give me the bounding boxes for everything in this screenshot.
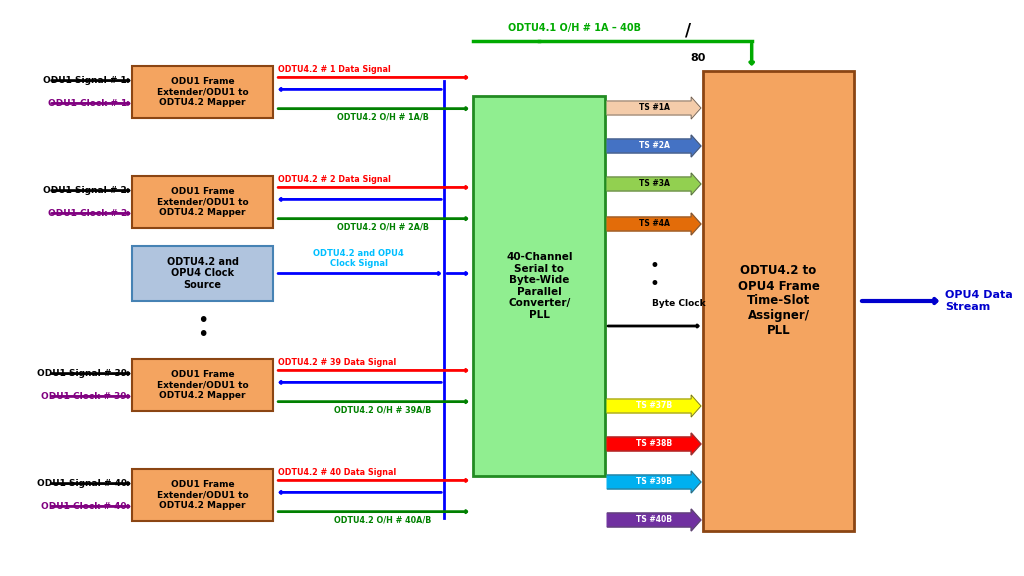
Text: TS #1A: TS #1A — [639, 104, 670, 112]
Text: ODU1 Frame
Extender/ODU1 to
ODTU4.2 Mapper: ODU1 Frame Extender/ODU1 to ODTU4.2 Mapp… — [157, 77, 249, 107]
Text: ODU1 Frame
Extender/ODU1 to
ODTU4.2 Mapper: ODU1 Frame Extender/ODU1 to ODTU4.2 Mapp… — [157, 187, 249, 217]
Text: ODTU4.2 O/H # 2A/B: ODTU4.2 O/H # 2A/B — [337, 223, 429, 232]
Polygon shape — [607, 97, 700, 119]
Text: ODU1 Clock # 40: ODU1 Clock # 40 — [41, 502, 127, 511]
Text: ODTU4.2 and
OPU4 Clock
Source: ODTU4.2 and OPU4 Clock Source — [167, 257, 239, 290]
Text: ODU1 Signal # 1: ODU1 Signal # 1 — [43, 76, 127, 85]
Text: •: • — [649, 257, 659, 275]
Text: TS #38B: TS #38B — [636, 439, 672, 449]
Polygon shape — [607, 395, 700, 417]
Text: Byte Clock: Byte Clock — [651, 300, 706, 309]
Text: TS #37B: TS #37B — [636, 401, 672, 411]
Text: ODTU4.2 # 39 Data Signal: ODTU4.2 # 39 Data Signal — [279, 358, 396, 367]
Text: ODTU4.2 # 1 Data Signal: ODTU4.2 # 1 Data Signal — [279, 66, 391, 74]
FancyBboxPatch shape — [132, 176, 273, 228]
Text: ODU1 Clock # 2: ODU1 Clock # 2 — [48, 209, 127, 218]
Text: 40-Channel
Serial to
Byte-Wide
Parallel
Converter/
PLL: 40-Channel Serial to Byte-Wide Parallel … — [506, 252, 572, 320]
Text: ODTU4.2 to
OPU4 Frame
Time-Slot
Assigner/
PLL: ODTU4.2 to OPU4 Frame Time-Slot Assigner… — [737, 264, 819, 338]
Text: ODTU4.2 O/H # 39A/B: ODTU4.2 O/H # 39A/B — [335, 406, 432, 415]
Text: TS #2A: TS #2A — [639, 142, 670, 150]
FancyBboxPatch shape — [702, 71, 854, 531]
Text: TS #40B: TS #40B — [636, 516, 672, 525]
Polygon shape — [607, 433, 700, 455]
Text: /: / — [685, 21, 691, 39]
Text: ODU1 Signal # 40: ODU1 Signal # 40 — [37, 479, 127, 488]
Text: ODTU4.1 O/H # 1A – 40B: ODTU4.1 O/H # 1A – 40B — [508, 23, 641, 33]
Polygon shape — [607, 213, 700, 235]
Polygon shape — [607, 135, 700, 157]
FancyBboxPatch shape — [473, 96, 605, 476]
Polygon shape — [607, 173, 700, 195]
Text: ODTU4.2 and OPU4
Clock Signal: ODTU4.2 and OPU4 Clock Signal — [313, 249, 404, 268]
Text: TS #4A: TS #4A — [639, 219, 670, 229]
Text: ODU1 Frame
Extender/ODU1 to
ODTU4.2 Mapper: ODU1 Frame Extender/ODU1 to ODTU4.2 Mapp… — [157, 370, 249, 400]
Text: TS #3A: TS #3A — [639, 180, 670, 188]
Text: ODTU4.2 O/H # 1A/B: ODTU4.2 O/H # 1A/B — [337, 113, 429, 122]
Text: •: • — [197, 312, 208, 331]
Text: ODU1 Clock # 39: ODU1 Clock # 39 — [41, 392, 127, 401]
Text: TS #39B: TS #39B — [636, 478, 672, 487]
FancyBboxPatch shape — [132, 359, 273, 411]
Polygon shape — [607, 509, 700, 531]
Text: •: • — [197, 324, 208, 343]
FancyBboxPatch shape — [132, 246, 273, 301]
Polygon shape — [607, 471, 700, 493]
Text: ODTU4.2 O/H # 40A/B: ODTU4.2 O/H # 40A/B — [335, 516, 432, 525]
FancyBboxPatch shape — [132, 66, 273, 118]
Text: ODTU4.2 # 2 Data Signal: ODTU4.2 # 2 Data Signal — [279, 176, 391, 184]
Text: ODU1 Clock # 1: ODU1 Clock # 1 — [48, 99, 127, 108]
Text: ODU1 Signal # 39: ODU1 Signal # 39 — [37, 369, 127, 378]
Text: ODTU4.2 # 40 Data Signal: ODTU4.2 # 40 Data Signal — [279, 468, 396, 478]
Text: ODU1 Frame
Extender/ODU1 to
ODTU4.2 Mapper: ODU1 Frame Extender/ODU1 to ODTU4.2 Mapp… — [157, 480, 249, 510]
Text: •: • — [649, 275, 659, 293]
FancyBboxPatch shape — [132, 469, 273, 521]
Text: 80: 80 — [690, 53, 706, 63]
Text: ODU1 Signal # 2: ODU1 Signal # 2 — [43, 186, 127, 195]
Text: OPU4 Data
Stream: OPU4 Data Stream — [945, 290, 1013, 312]
